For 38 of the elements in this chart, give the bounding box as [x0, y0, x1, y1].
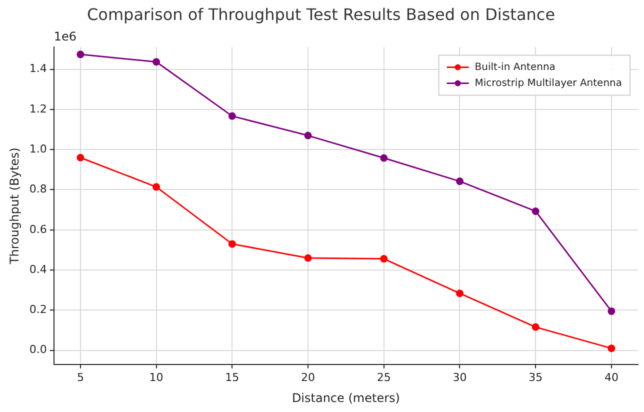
point [532, 207, 540, 215]
point [608, 344, 616, 352]
x-tick-label: 30 [452, 370, 467, 384]
point [76, 50, 84, 58]
y-tick-label: 1.4 [29, 62, 47, 76]
point [608, 307, 616, 315]
x-tick-label: 40 [604, 370, 618, 384]
text: 1e6 [54, 29, 77, 44]
point [228, 240, 236, 248]
x-tick-label: 20 [301, 370, 316, 384]
point [152, 58, 160, 66]
x-tick-label: 15 [225, 370, 240, 384]
legend-label: Microstrip Multilayer Antenna [474, 78, 622, 89]
y-tick-label: 0.4 [29, 262, 47, 276]
point [456, 290, 464, 298]
y-tick-label: 1.2 [29, 102, 47, 116]
chart-title: Comparison of Throughput Test Results Based on Distance [86, 4, 556, 24]
y-tick-label: 0.2 [29, 303, 47, 316]
y-axis-title: Throughput (Bytes) [7, 148, 22, 266]
x-tick-label: 25 [376, 370, 391, 384]
y-tick-label: 1.0 [29, 142, 47, 156]
point [380, 154, 388, 162]
point [152, 183, 160, 191]
x-tick-label: 5 [76, 370, 84, 384]
legend-label: Built-in Antenna [474, 62, 556, 73]
x-tick-label: 10 [149, 370, 164, 384]
x-tick-label: 35 [528, 370, 543, 384]
point [304, 254, 312, 262]
x-axis-title: Distance (meters) [292, 390, 400, 405]
point [532, 323, 540, 331]
point [228, 112, 236, 120]
y-tick-label: 0.6 [29, 222, 47, 236]
y-tick-label: 0.8 [29, 182, 47, 196]
y-tick-label: 0.0 [29, 343, 47, 356]
point [380, 255, 388, 263]
point [304, 132, 312, 140]
point [456, 178, 464, 186]
point [76, 154, 84, 162]
